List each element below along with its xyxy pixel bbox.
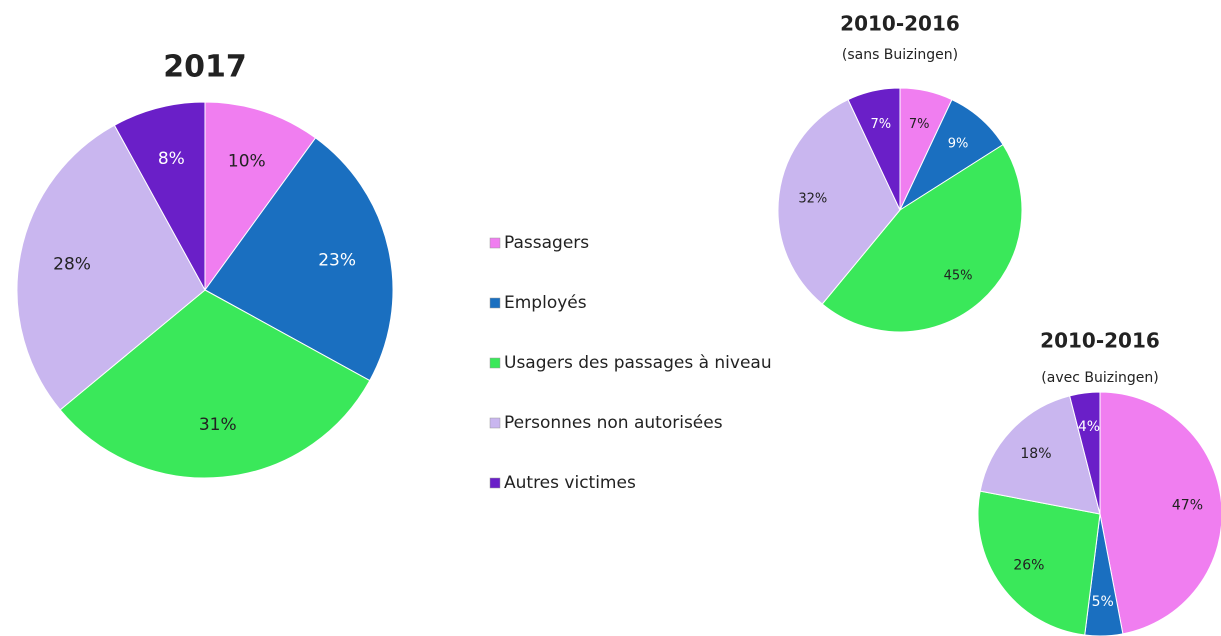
legend-marker [489,417,501,429]
data-label: 7% [909,117,930,132]
pie-slice [979,395,1101,515]
data-label: 26% [1013,558,1044,574]
legend-label: Usagers des passages à niveau [504,353,772,373]
data-label: 28% [53,255,91,275]
data-label: 23% [318,250,356,270]
legend-label: Passagers [504,233,589,253]
data-label: 4% [1078,419,1100,435]
data-label: 32% [798,191,827,206]
data-label: 47% [1172,498,1203,514]
pie-slice [204,101,317,292]
data-label: 7% [871,117,892,132]
legend-marker [489,237,501,249]
legend-marker [489,297,501,309]
legend-marker [489,477,501,489]
legend-marker [489,357,501,369]
pie-slice [977,490,1101,636]
data-label: 10% [228,151,266,171]
data-label: 5% [1092,594,1114,610]
chart-title: 2010-2016 [1040,329,1160,353]
pie-slice [777,98,901,305]
pie-slice [16,124,206,411]
data-label: 9% [948,137,969,152]
pie-slice [1099,391,1221,635]
legend-label: Employés [504,293,587,313]
chart-title: 2017 [163,50,247,85]
data-label: 8% [158,149,185,169]
data-label: 18% [1020,446,1051,462]
chart-subtitle: (avec Buizingen) [1041,370,1158,386]
data-label: 45% [944,268,973,283]
chart-title: 2010-2016 [840,12,960,36]
pie-slice [821,143,1023,333]
chart-subtitle: (sans Buizingen) [842,47,958,63]
pie-slice [59,289,371,479]
pie-slice [113,101,206,291]
pie-slice [1069,391,1101,515]
data-label: 31% [199,415,237,435]
pie-slice [204,137,394,382]
pie-slice [847,87,901,211]
legend-label: Personnes non autorisées [504,413,723,433]
legend-label: Autres victimes [504,473,636,493]
